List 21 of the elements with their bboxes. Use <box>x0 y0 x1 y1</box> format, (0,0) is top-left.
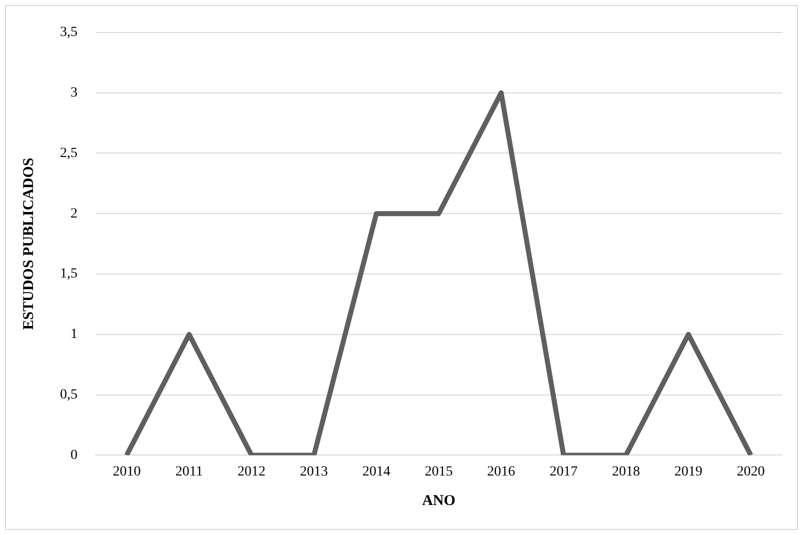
y-tick-label: 3 <box>70 85 78 100</box>
y-tick-label: 0 <box>70 448 78 463</box>
x-tick-label: 2015 <box>424 464 453 480</box>
x-axis-title: ANO <box>422 492 456 509</box>
x-tick-label: 2017 <box>550 464 578 480</box>
y-axis-title: ESTUDOS PUBLICADOS <box>20 158 37 330</box>
y-tick-label: 3,5 <box>60 25 78 40</box>
x-tick-label: 2020 <box>736 464 765 480</box>
x-tick-label: 2013 <box>300 464 328 480</box>
x-tick-label: 2019 <box>674 464 702 480</box>
x-tick-label: 2018 <box>612 464 640 480</box>
y-tick-label: 2 <box>70 206 78 222</box>
x-tick-label: 2016 <box>487 464 516 480</box>
y-tick-label: 1 <box>70 327 78 342</box>
y-tick-label: 2,5 <box>60 146 78 161</box>
x-tick-label: 2010 <box>112 464 141 480</box>
y-tick-label: 1,5 <box>60 266 78 282</box>
x-tick-label: 2014 <box>362 464 390 480</box>
x-tick-label: 2012 <box>238 464 266 480</box>
y-tick-label: 0,5 <box>60 387 78 402</box>
x-tick-label: 2011 <box>175 464 203 480</box>
